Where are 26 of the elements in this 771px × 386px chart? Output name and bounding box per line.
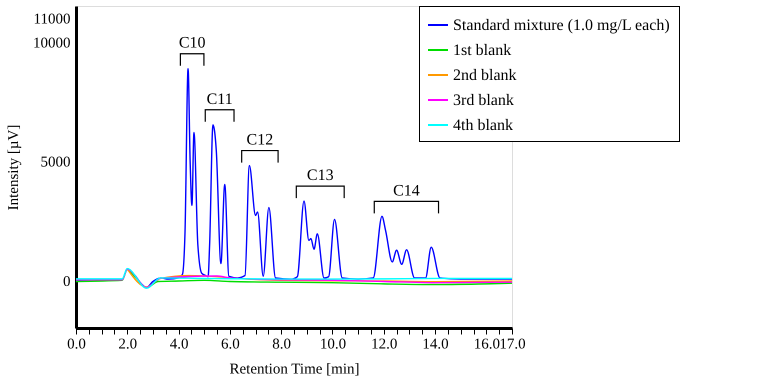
y-axis-title: Intensity [µV] <box>6 124 22 210</box>
x-tick-label: 17.0 <box>499 336 526 352</box>
annotation: C13 <box>306 167 334 184</box>
legend-label: 3rd blank <box>453 92 514 109</box>
legend-label: 1st blank <box>453 42 512 59</box>
annotation: C10 <box>178 34 206 52</box>
annotation: C12 <box>246 132 274 149</box>
legend-label: 2nd blank <box>453 67 517 84</box>
annotation: C11 <box>206 90 233 108</box>
legend-label: Standard mixture (1.0 mg/L each) <box>453 17 670 34</box>
x-tick-label: 12.0 <box>371 336 398 352</box>
x-tick-label: 8.0 <box>272 336 292 352</box>
x-axis-title: Retention Time [min] <box>229 362 360 378</box>
y-tick-label: 5000 <box>40 154 70 171</box>
x-tick-label: 14.0 <box>422 336 449 352</box>
x-tick-label: 2.0 <box>118 336 138 352</box>
x-tick-label: 10.0 <box>320 336 346 352</box>
annotation: C14 <box>393 182 420 200</box>
x-tick-label: 16.0 <box>474 336 500 352</box>
x-tick-label: 0.0 <box>67 336 86 352</box>
legend-label: 4th blank <box>453 117 513 134</box>
x-tick-label: 4.0 <box>170 336 188 352</box>
y-tick-label: 11000 <box>34 11 70 28</box>
x-tick-label: 6.0 <box>221 336 240 352</box>
y-tick-label: 0 <box>63 274 70 290</box>
y-tick-label: 10000 <box>33 35 70 52</box>
